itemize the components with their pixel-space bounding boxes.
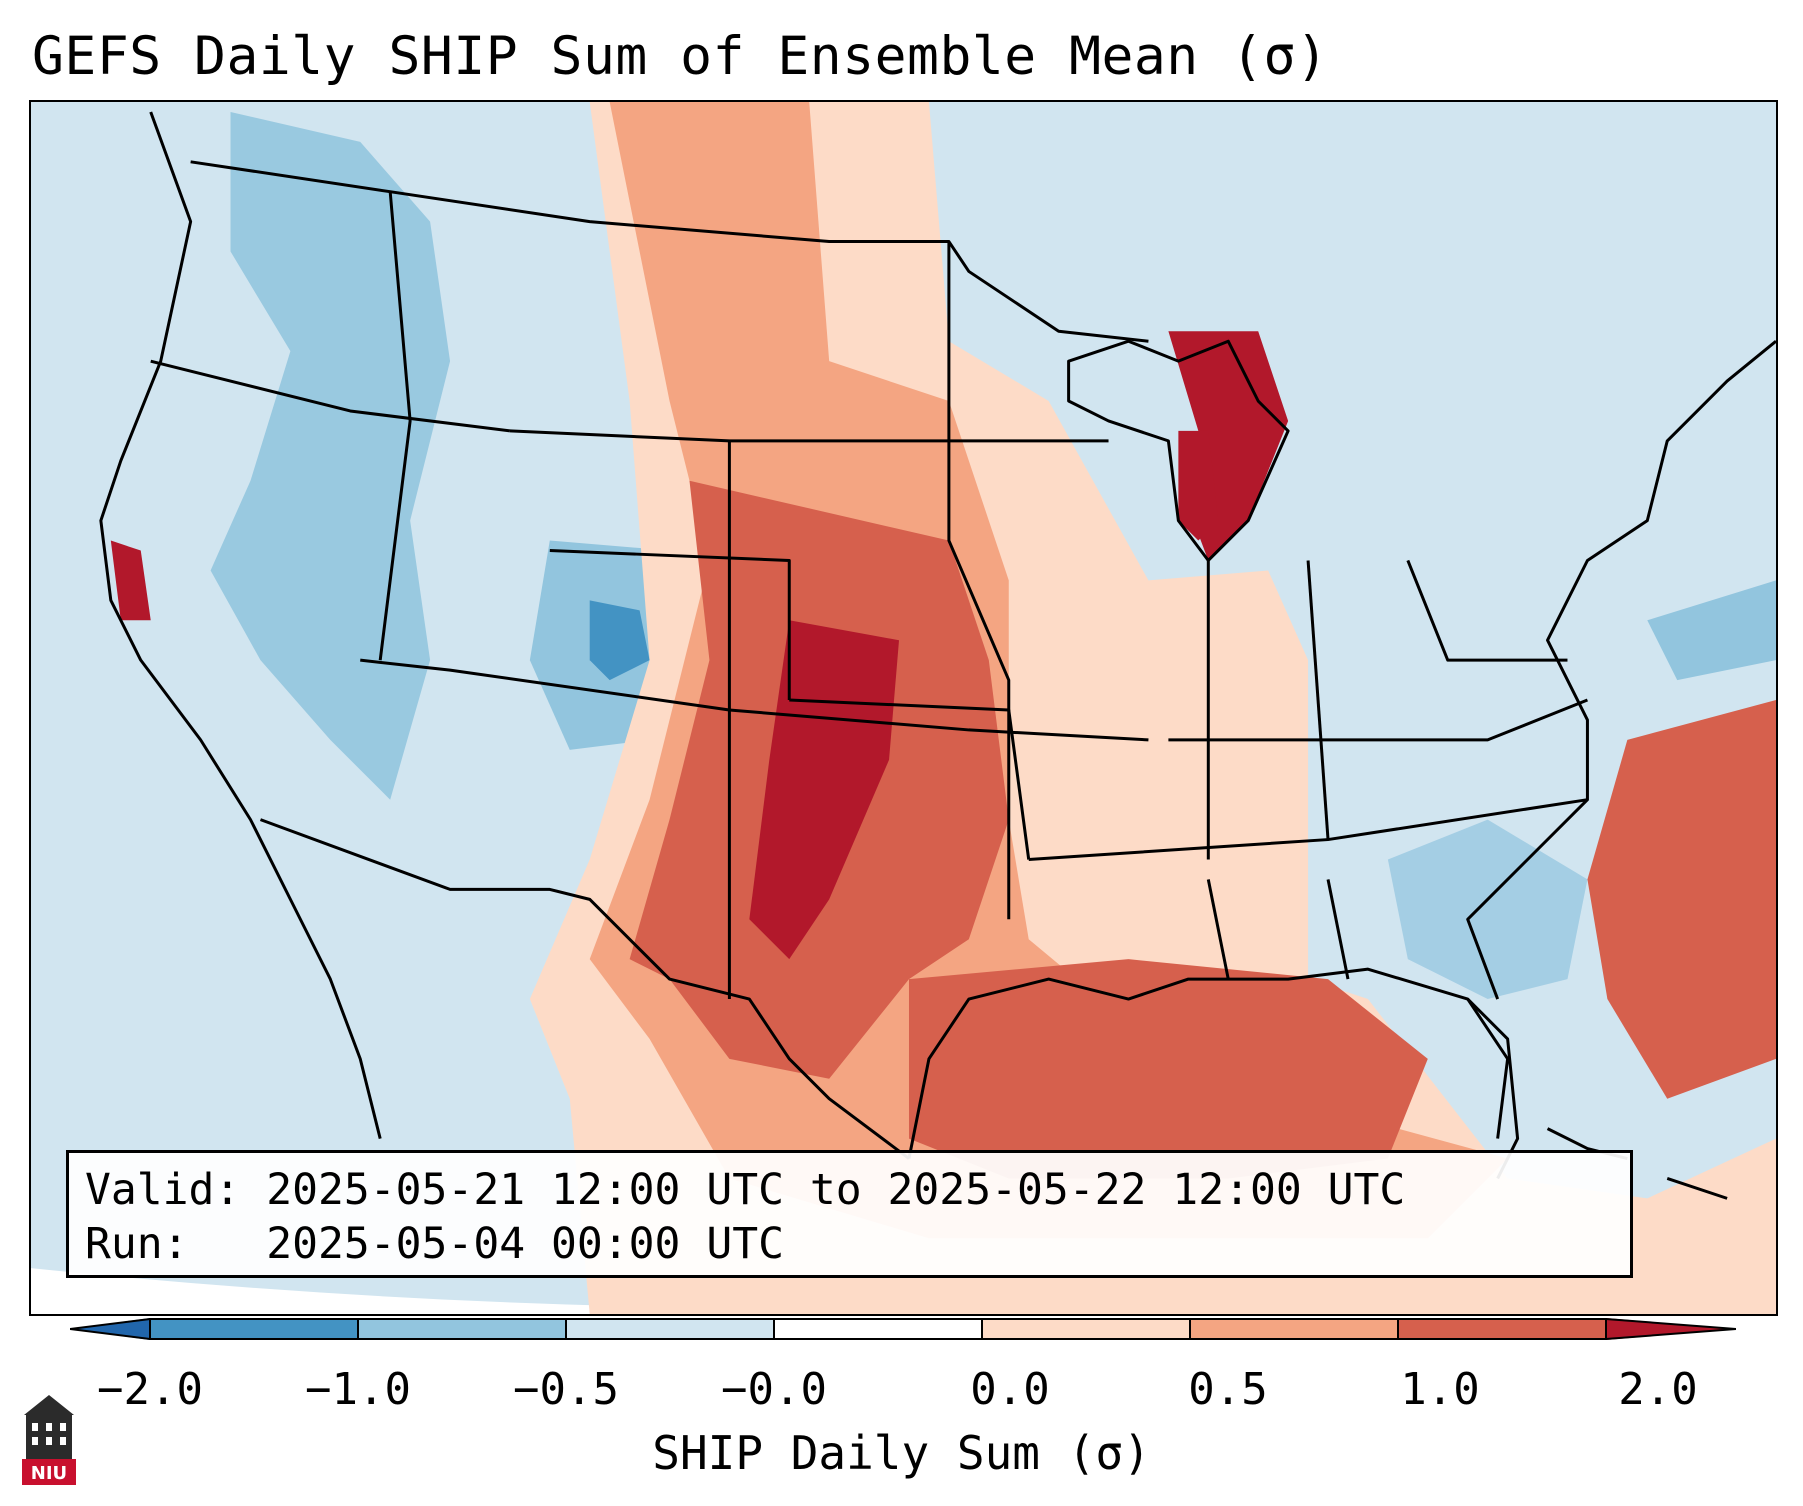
colorbar-extend-min [70, 1318, 150, 1340]
colorbar-tick-label: −2.0 [97, 1364, 203, 1415]
anomaly-region-oklahoma-max [749, 620, 900, 960]
colorbar-bin-0-05 [982, 1318, 1190, 1340]
anomaly-region-west-blue [210, 111, 451, 800]
gulf-coast-outline [907, 967, 1510, 1159]
ship-anomaly-map [31, 102, 1776, 1314]
anomaly-region-gulf-high [908, 959, 1428, 1179]
state-line-6 [549, 549, 791, 701]
colorbar-bin-m05-0 [566, 1318, 774, 1340]
colorbar-bin-m1-m05 [358, 1318, 566, 1340]
colorbar-tick-label: −0.5 [513, 1364, 619, 1415]
colorbar-tick-label: 0.0 [970, 1364, 1050, 1415]
run-time-text: Run: 2025-05-04 00:00 UTC [85, 1219, 784, 1269]
anomaly-region-lake-michigan-max [1178, 430, 1219, 541]
great-lakes-outline [1067, 339, 1290, 562]
colorbar [70, 1318, 1736, 1340]
state-line-3 [509, 429, 1109, 443]
state-line-14 [1206, 879, 1230, 980]
colorbar-tick-marks [149, 1318, 1607, 1340]
state-line-1 [378, 191, 412, 661]
state-line-13 [1406, 559, 1568, 662]
state-line-12 [1306, 560, 1330, 840]
anomaly-region-atlantic-high [1587, 700, 1776, 1099]
west-coast-outline [99, 111, 382, 1139]
colorbar-axis-label: SHIP Daily Sum (σ) [652, 1426, 1151, 1480]
info-box: Valid: 2025-05-21 12:00 UTC to 2025-05-2… [66, 1150, 1633, 1278]
colorbar-tick-label: 0.5 [1188, 1364, 1268, 1415]
valid-time-text: Valid: 2025-05-21 12:00 UTC to 2025-05-2… [85, 1165, 1406, 1215]
colorbar-bin-1-2 [1398, 1318, 1606, 1340]
east-coast-outline [1466, 340, 1776, 1000]
anomaly-region-northeast-blue [1387, 819, 1588, 1000]
state-line-15 [1326, 879, 1350, 980]
colorbar-tick-label: 1.0 [1400, 1364, 1480, 1415]
colorbar-bin-m2-m1 [150, 1318, 358, 1340]
anomaly-region-atlantic-blue [1647, 580, 1776, 681]
colorbar-bin-0 [774, 1318, 982, 1340]
anomaly-region-colorado-dark [589, 600, 650, 681]
anomaly-region-california-max [110, 540, 151, 621]
colorbar-tick-label: 2.0 [1618, 1364, 1698, 1415]
chart-title: GEFS Daily SHIP Sum of Ensemble Mean (σ) [32, 26, 1329, 87]
canada-us-border [190, 160, 1149, 343]
map-panel [29, 100, 1778, 1316]
colorbar-tick-label: −1.0 [305, 1364, 411, 1415]
mexico-us-border [259, 818, 910, 1160]
colorbar-tick-label: −0.0 [721, 1364, 827, 1415]
state-line-8 [947, 241, 1011, 920]
state-line-10 [1168, 698, 1588, 742]
state-line-2 [150, 359, 511, 433]
logo-text: NIU [31, 1463, 67, 1484]
colorbar-bin-05-1 [1190, 1318, 1398, 1340]
colorbar-extend-max [1606, 1318, 1736, 1340]
niu-building-logo-icon: NIU [22, 1395, 76, 1485]
